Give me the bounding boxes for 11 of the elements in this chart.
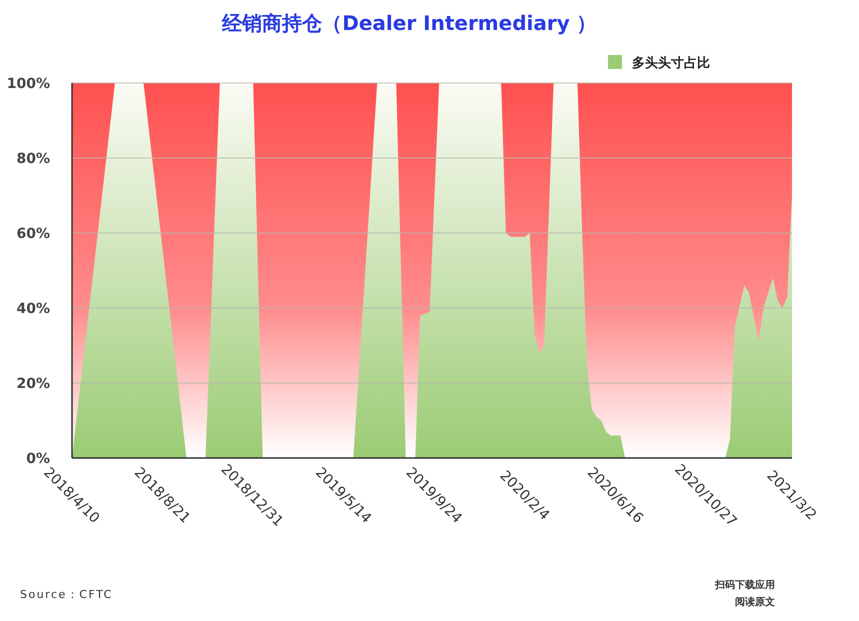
text: 扫码下载应用 <box>714 579 775 591</box>
y-tick-label: 0% <box>26 451 50 467</box>
y-tick-label: 80% <box>16 151 50 167</box>
y-tick-label: 60% <box>16 226 50 242</box>
y-tick-label: 40% <box>16 301 50 317</box>
y-tick-label: 20% <box>16 376 50 392</box>
text: 阅读原文 <box>735 596 775 608</box>
legend-label: 多头头寸占比 <box>632 56 710 71</box>
y-tick-label: 100% <box>6 76 50 92</box>
source-note: Source：CFTC <box>20 588 113 601</box>
chart-title: 经销商持仓（Dealer Intermediary ） <box>221 11 597 35</box>
